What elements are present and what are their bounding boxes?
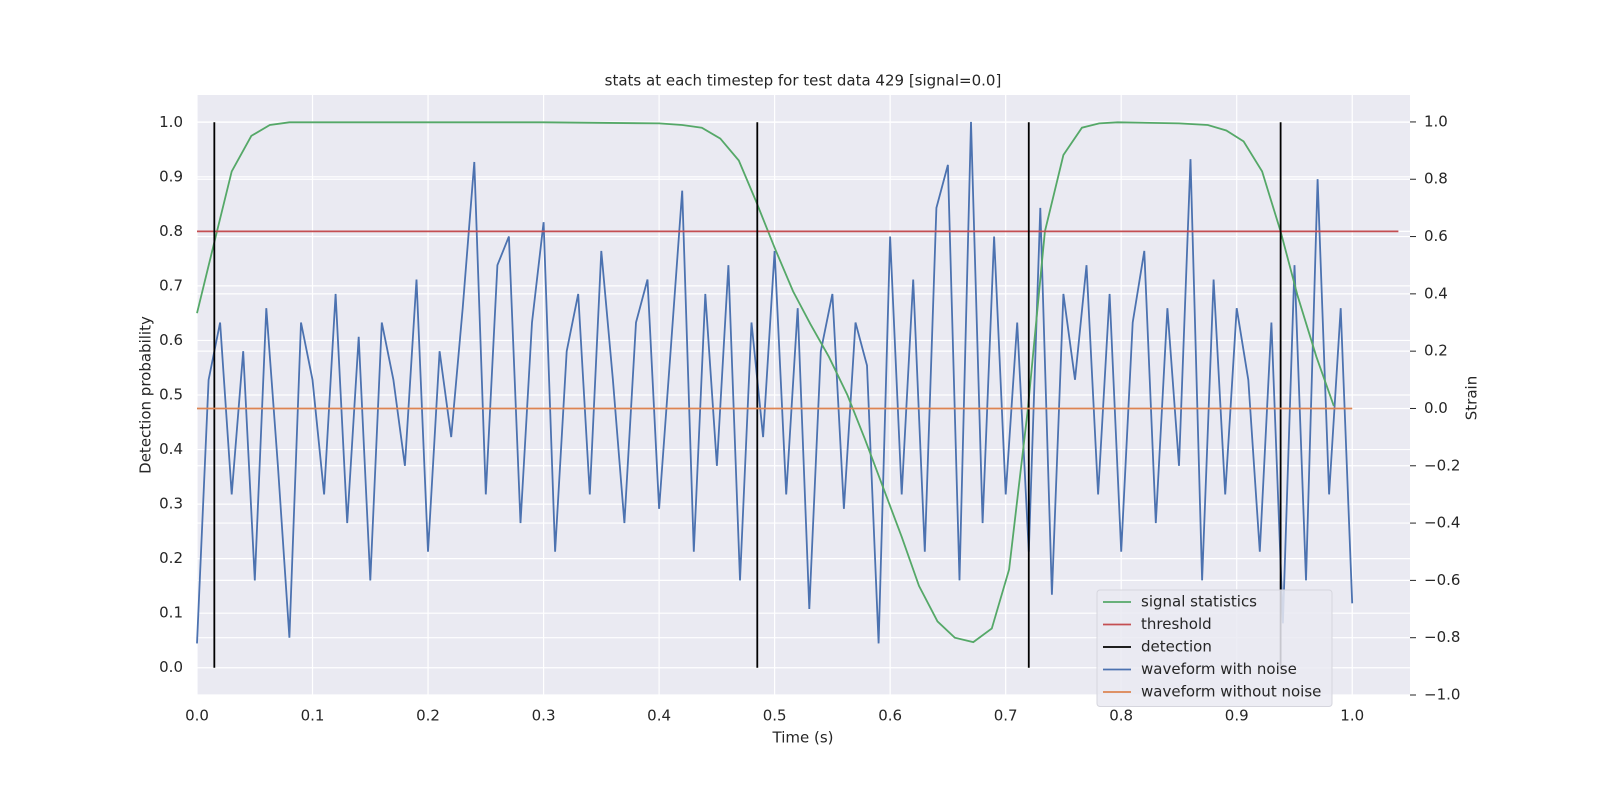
y2-tick-label: 0.8 bbox=[1424, 170, 1448, 188]
y2-tick-label: 0.6 bbox=[1424, 227, 1448, 245]
y-tick-label: 0.7 bbox=[159, 276, 183, 294]
x-tick-label: 0.4 bbox=[647, 707, 671, 725]
x-tick-label: 0.8 bbox=[1109, 707, 1133, 725]
y-tick-label: 1.0 bbox=[159, 113, 183, 131]
y-tick-label: 0.4 bbox=[159, 440, 183, 458]
y2-tick-label: −1.0 bbox=[1424, 686, 1460, 704]
y2-axis-label: Strain bbox=[1463, 376, 1481, 420]
series-line bbox=[196, 121, 1354, 644]
x-tick-label: 0.6 bbox=[878, 707, 902, 725]
x-tick-label: 0.5 bbox=[763, 707, 787, 725]
chart-title: stats at each timestep for test data 429… bbox=[605, 72, 1002, 90]
y-tick-label: 0.3 bbox=[159, 495, 183, 513]
x-tick-label: 1.0 bbox=[1340, 707, 1364, 725]
legend-label: waveform without noise bbox=[1141, 683, 1321, 701]
x-tick-label: 0.0 bbox=[185, 707, 209, 725]
legend-label: waveform with noise bbox=[1141, 660, 1297, 678]
y-tick-label: 0.5 bbox=[159, 386, 183, 404]
x-tick-label: 0.7 bbox=[994, 707, 1018, 725]
x-tick-label: 0.3 bbox=[532, 707, 556, 725]
y-tick-label: 0.6 bbox=[159, 331, 183, 349]
y-tick-label: 0.0 bbox=[159, 658, 183, 676]
y2-tick-label: −0.6 bbox=[1424, 571, 1460, 589]
x-axis-label: Time (s) bbox=[772, 729, 834, 747]
y2-tick-label: −0.2 bbox=[1424, 456, 1460, 474]
y2-tick-label: −0.4 bbox=[1424, 514, 1460, 532]
legend-box bbox=[1096, 589, 1333, 707]
legend-label: threshold bbox=[1141, 615, 1212, 633]
y2-tick-label: 0.4 bbox=[1424, 284, 1448, 302]
y2-tick-label: −0.8 bbox=[1424, 628, 1460, 646]
y2-tick-label: 0.0 bbox=[1424, 399, 1448, 417]
y-tick-label: 0.2 bbox=[159, 549, 183, 567]
y-tick-label: 0.8 bbox=[159, 222, 183, 240]
x-tick-label: 0.1 bbox=[301, 707, 325, 725]
y2-tick-label: 0.2 bbox=[1424, 342, 1448, 360]
y2-tick-label: 1.0 bbox=[1424, 112, 1448, 130]
y-tick-label: 0.9 bbox=[159, 167, 183, 185]
x-tick-label: 0.9 bbox=[1225, 707, 1249, 725]
legend-label: signal statistics bbox=[1141, 593, 1257, 611]
y-axis-label: Detection probability bbox=[137, 316, 155, 474]
legend-label: detection bbox=[1141, 638, 1212, 656]
x-tick-label: 0.2 bbox=[416, 707, 440, 725]
y-tick-label: 0.1 bbox=[159, 604, 183, 622]
series-line bbox=[196, 121, 1335, 644]
